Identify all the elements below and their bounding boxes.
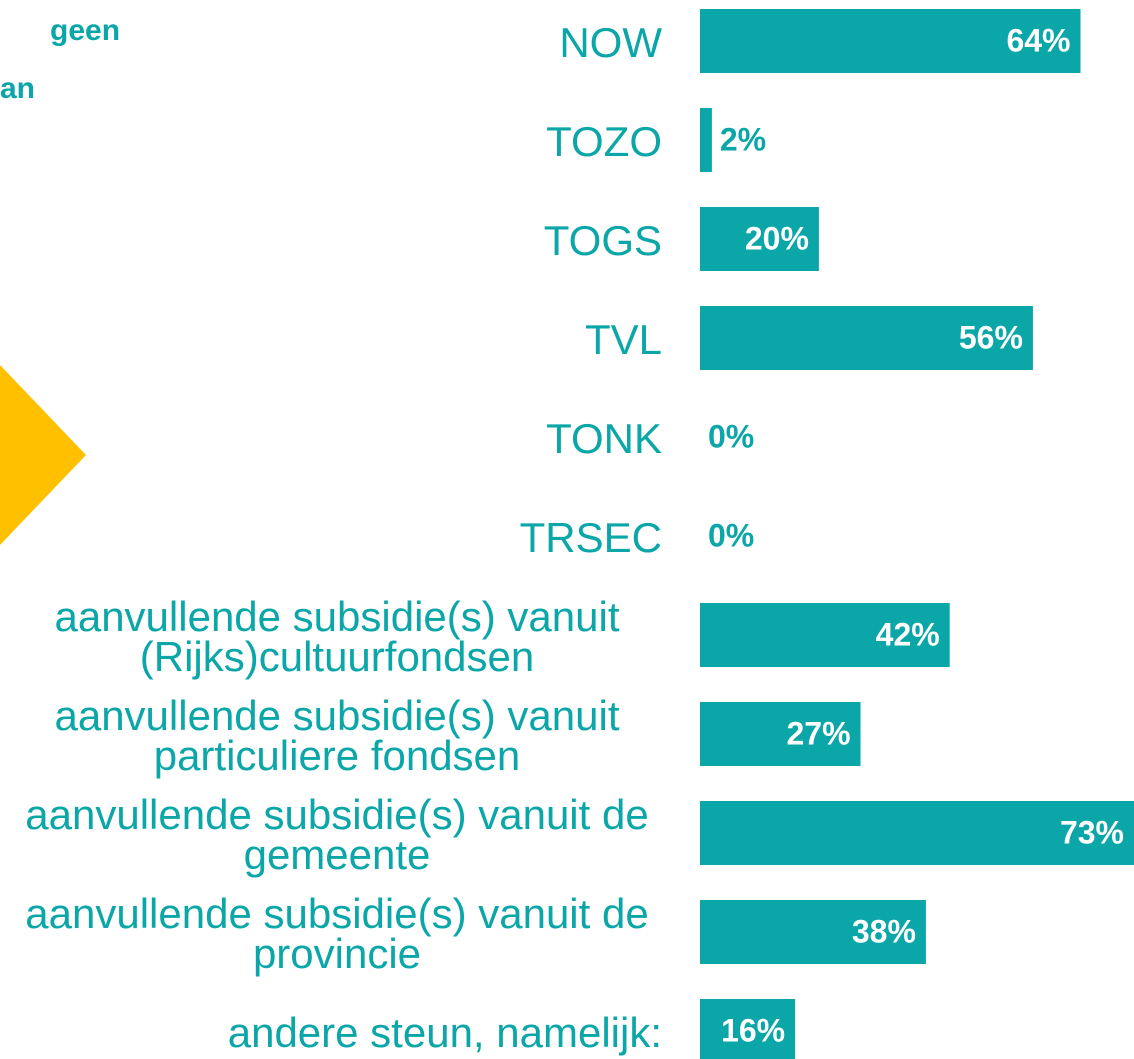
value-label: 27% bbox=[786, 715, 850, 751]
value-label: 42% bbox=[876, 616, 940, 652]
bar bbox=[700, 9, 1081, 73]
value-label: 73% bbox=[1060, 814, 1124, 850]
bar bbox=[700, 306, 1033, 370]
category-label: andere steun, namelijk: bbox=[2, 1009, 662, 1056]
annotation: an bbox=[0, 72, 36, 105]
category-label: TVL bbox=[2, 316, 662, 363]
value-label: 2% bbox=[720, 121, 766, 157]
category-text: andere steun, namelijk: bbox=[227, 1009, 662, 1056]
category-text: TVL bbox=[584, 316, 662, 363]
value-label: 38% bbox=[852, 913, 916, 949]
bar bbox=[700, 603, 950, 667]
value-label: 0% bbox=[708, 517, 754, 553]
value-label: 20% bbox=[745, 220, 809, 256]
bar bbox=[700, 702, 861, 766]
category-label: aanvullende subsidie(s) vanuit particuli… bbox=[2, 692, 662, 779]
bar bbox=[700, 900, 926, 964]
category-text: aanvullende subsidie(s) vanuit de provin… bbox=[25, 890, 649, 977]
category-label: aanvullende subsidie(s) vanuit de provin… bbox=[2, 890, 662, 977]
category-label: TRSEC bbox=[2, 514, 662, 561]
value-label: 64% bbox=[1006, 22, 1070, 58]
decor-arrow bbox=[0, 365, 86, 545]
category-text: TOZO bbox=[546, 118, 662, 165]
category-label: TOZO bbox=[2, 118, 662, 165]
category-text: TRSEC bbox=[519, 514, 662, 561]
category-text: TONK bbox=[546, 415, 662, 462]
bar bbox=[700, 207, 819, 271]
category-text: aanvullende subsidie(s) vanuit (Rijks)cu… bbox=[54, 593, 620, 680]
category-label: NOW bbox=[2, 19, 662, 66]
annotation: geen bbox=[50, 14, 121, 47]
category-label: aanvullende subsidie(s) vanuit (Rijks)cu… bbox=[2, 593, 662, 680]
bar bbox=[700, 999, 796, 1059]
value-label: 0% bbox=[708, 418, 754, 454]
category-text: NOW bbox=[559, 19, 662, 66]
category-label: TONK bbox=[2, 415, 662, 462]
bar bbox=[700, 801, 1134, 865]
category-text: aanvullende subsidie(s) vanuit particuli… bbox=[54, 692, 620, 779]
bar bbox=[700, 108, 712, 172]
category-text: aanvullende subsidie(s) vanuit de gemeen… bbox=[25, 791, 649, 878]
category-label: TOGS bbox=[2, 217, 662, 264]
value-label: 56% bbox=[959, 319, 1023, 355]
category-label: aanvullende subsidie(s) vanuit de gemeen… bbox=[2, 791, 662, 878]
category-text: TOGS bbox=[543, 217, 662, 264]
value-label: 16% bbox=[721, 1012, 785, 1048]
